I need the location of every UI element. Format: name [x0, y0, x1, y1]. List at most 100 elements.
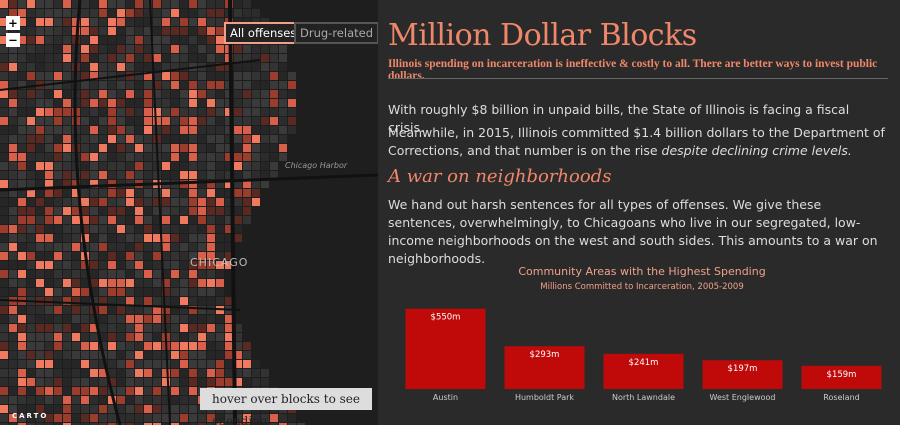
- map-block: [243, 63, 251, 71]
- map-block: [225, 126, 233, 134]
- map-block: [117, 225, 125, 233]
- map-block: [207, 369, 215, 377]
- map-block: [117, 405, 125, 413]
- map[interactable]: Chicago Harbor CHICAGO: [0, 0, 378, 425]
- map-block: [207, 423, 215, 425]
- map-block: [27, 207, 35, 215]
- map-block: [207, 171, 215, 179]
- map-block: [63, 297, 71, 305]
- map-block: [0, 369, 8, 377]
- map-block: [117, 270, 125, 278]
- map-block: [108, 279, 116, 287]
- map-block: [216, 297, 224, 305]
- map-block: [144, 234, 152, 242]
- map-block: [135, 261, 143, 269]
- map-block: [189, 342, 197, 350]
- map-block: [216, 72, 224, 80]
- map-block: [162, 162, 170, 170]
- filter-button[interactable]: All offenses: [224, 22, 303, 44]
- map-block: [270, 99, 278, 107]
- map-block: [90, 180, 98, 188]
- map-block: [243, 351, 251, 359]
- map-block: [135, 315, 143, 323]
- map-block: [27, 18, 35, 26]
- chart-title: Community Areas with the Highest Spendin…: [518, 265, 765, 278]
- map-block: [135, 270, 143, 278]
- map-block: [171, 414, 179, 422]
- map-block: [225, 333, 233, 341]
- map-block: [117, 171, 125, 179]
- map-block: [0, 405, 8, 413]
- map-block: [261, 369, 269, 377]
- map-block: [189, 396, 197, 404]
- map-block: [108, 81, 116, 89]
- map-block: [189, 0, 197, 8]
- map-block: [261, 162, 269, 170]
- map-block: [18, 72, 26, 80]
- zoom-in[interactable]: +: [6, 16, 20, 30]
- map-block: [18, 27, 26, 35]
- map-block: [126, 207, 134, 215]
- map-block: [243, 9, 251, 17]
- map-block: [108, 261, 116, 269]
- map-block: [180, 252, 188, 260]
- map-block: [162, 135, 170, 143]
- map-block: [171, 99, 179, 107]
- map-block: [198, 108, 206, 116]
- map-block: [198, 117, 206, 125]
- map-block: [261, 144, 269, 152]
- map-block: [45, 153, 53, 161]
- map-block: [135, 72, 143, 80]
- map-block: [36, 333, 44, 341]
- map-block: [252, 414, 260, 422]
- zoom-out[interactable]: −: [6, 33, 20, 47]
- map-block: [144, 378, 152, 386]
- map-block: [126, 405, 134, 413]
- map-block: [135, 45, 143, 53]
- map-block: [135, 9, 143, 17]
- filter-button[interactable]: Drug-related: [294, 22, 379, 44]
- map-block: [9, 54, 17, 62]
- map-block: [126, 99, 134, 107]
- map-block: [0, 387, 8, 395]
- map-block: [108, 405, 116, 413]
- map-block: [126, 423, 134, 425]
- map-block: [153, 297, 161, 305]
- map-block: [171, 342, 179, 350]
- map-block: [99, 342, 107, 350]
- map-block: [198, 315, 206, 323]
- map-block: [126, 360, 134, 368]
- map-block: [27, 90, 35, 98]
- map-block: [216, 234, 224, 242]
- map-block: [216, 135, 224, 143]
- map-block: [171, 216, 179, 224]
- map-block: [90, 225, 98, 233]
- map-block: [27, 135, 35, 143]
- map-block: [54, 270, 62, 278]
- map-block: [99, 369, 107, 377]
- map-block: [234, 378, 242, 386]
- map-block: [27, 63, 35, 71]
- map-block: [153, 117, 161, 125]
- map-block: [45, 36, 53, 44]
- bar: [702, 360, 783, 389]
- map-block: [225, 252, 233, 260]
- map-block: [0, 342, 8, 350]
- map-block: [225, 153, 233, 161]
- map-block: [279, 153, 287, 161]
- map-block: [54, 36, 62, 44]
- map-block: [54, 234, 62, 242]
- map-block: [153, 198, 161, 206]
- map-block: [135, 99, 143, 107]
- map-block: [225, 180, 233, 188]
- map-block: [162, 360, 170, 368]
- map-block: [261, 423, 269, 425]
- map-block: [225, 369, 233, 377]
- map-block: [198, 369, 206, 377]
- map-block: [9, 288, 17, 296]
- map-block: [252, 189, 260, 197]
- map-block: [72, 387, 80, 395]
- map-block: [180, 216, 188, 224]
- map-block: [126, 414, 134, 422]
- map-block: [216, 27, 224, 35]
